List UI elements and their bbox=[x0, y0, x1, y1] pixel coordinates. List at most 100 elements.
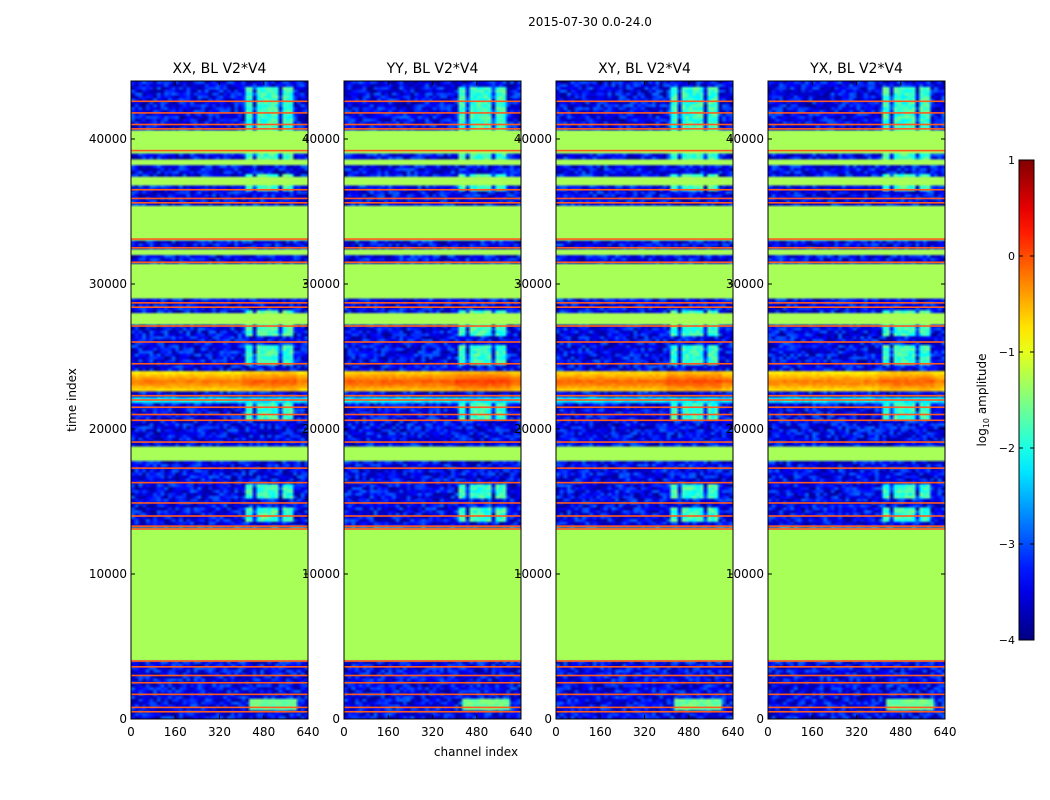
flag-line bbox=[344, 238, 521, 240]
flag-line bbox=[556, 693, 733, 696]
flag-line bbox=[768, 419, 945, 422]
flag-line bbox=[556, 149, 733, 152]
colorbar-tick-label: −1 bbox=[999, 346, 1015, 359]
flag-line bbox=[131, 302, 308, 304]
flag-line bbox=[344, 525, 521, 527]
colorbar-gradient bbox=[1018, 159, 1035, 641]
panel-1: XX, BL V2*V4 0 160 320 480 640 0 10000 20000 3000… bbox=[89, 61, 320, 739]
flag-line bbox=[768, 706, 945, 709]
y-tick-label: 0 bbox=[119, 712, 127, 726]
flag-line bbox=[556, 238, 733, 240]
y-tick-label: 10000 bbox=[514, 567, 552, 581]
flag-line bbox=[556, 128, 733, 130]
flag-line bbox=[344, 406, 521, 409]
flag-line bbox=[556, 525, 733, 527]
colorbar-tick-label: −3 bbox=[999, 538, 1015, 551]
flag-line bbox=[556, 261, 733, 264]
flag-line bbox=[344, 413, 521, 416]
panel-4: YX, BL V2*V4 0 160 320 480 640 0 10000 20000 3000… bbox=[726, 61, 957, 739]
panel-2: YY, BL V2*V4 0 160 320 480 640 0 10000 20000 3000… bbox=[302, 61, 533, 739]
flag-line bbox=[768, 149, 945, 152]
flag-line bbox=[344, 302, 521, 304]
flag-line bbox=[131, 202, 308, 204]
flag-line bbox=[768, 681, 945, 684]
flag-line bbox=[768, 246, 945, 249]
y-tick-label: 0 bbox=[756, 712, 764, 726]
flag-line bbox=[344, 100, 521, 103]
flag-line bbox=[344, 341, 521, 343]
panels-group: XX, BL V2*V4 0 160 320 480 640 0 10000 20000 3000… bbox=[89, 61, 957, 739]
flag-line bbox=[556, 362, 733, 365]
flag-line bbox=[556, 202, 733, 204]
flag-line bbox=[131, 706, 308, 709]
flag-line bbox=[768, 202, 945, 204]
panel-title: YY, BL V2*V4 bbox=[386, 61, 479, 77]
y-tick-label: 20000 bbox=[302, 422, 340, 436]
flag-line bbox=[344, 197, 521, 200]
flag-line bbox=[768, 306, 945, 308]
flag-line bbox=[556, 674, 733, 677]
flag-line bbox=[556, 413, 733, 416]
flag-line bbox=[344, 123, 521, 126]
flag-line bbox=[556, 419, 733, 422]
flag-line bbox=[768, 710, 945, 713]
flag-line bbox=[768, 666, 945, 668]
flag-line bbox=[344, 502, 521, 504]
flag-line bbox=[556, 681, 733, 684]
flag-line bbox=[344, 441, 521, 443]
flag-line bbox=[344, 188, 521, 191]
flag-line bbox=[768, 406, 945, 409]
flag-line bbox=[556, 188, 733, 191]
flag-line bbox=[344, 693, 521, 696]
y-tick-label: 30000 bbox=[89, 277, 127, 291]
x-tick-label: 640 bbox=[722, 725, 745, 739]
flag-line bbox=[344, 399, 521, 401]
flag-line bbox=[556, 100, 733, 103]
flag-line bbox=[131, 681, 308, 684]
flag-line bbox=[131, 238, 308, 240]
flag-line bbox=[131, 481, 308, 484]
flag-line bbox=[768, 413, 945, 416]
flag-line bbox=[556, 325, 733, 327]
flag-line bbox=[556, 306, 733, 308]
flag-line bbox=[768, 100, 945, 103]
flag-line bbox=[344, 515, 521, 517]
y-tick-label: 20000 bbox=[726, 422, 764, 436]
x-tick-label: 480 bbox=[465, 725, 488, 739]
y-tick-label: 20000 bbox=[89, 422, 127, 436]
x-tick-label: 160 bbox=[377, 725, 400, 739]
flag-line bbox=[556, 528, 733, 530]
flag-line bbox=[768, 660, 945, 662]
flag-line bbox=[768, 399, 945, 401]
flag-line bbox=[344, 706, 521, 709]
flag-line bbox=[556, 197, 733, 200]
flag-line bbox=[131, 362, 308, 365]
y-tick-label: 30000 bbox=[302, 277, 340, 291]
flag-line bbox=[131, 325, 308, 327]
flag-line bbox=[131, 660, 308, 662]
flag-line bbox=[131, 502, 308, 504]
flag-line bbox=[344, 149, 521, 152]
flag-line bbox=[768, 341, 945, 343]
flag-line bbox=[768, 197, 945, 200]
flag-line bbox=[131, 100, 308, 103]
x-tick-label: 0 bbox=[552, 725, 560, 739]
flag-line bbox=[131, 413, 308, 416]
flag-line bbox=[768, 481, 945, 484]
x-tick-label: 480 bbox=[889, 725, 912, 739]
flag-line bbox=[131, 406, 308, 409]
flag-line bbox=[131, 341, 308, 343]
x-tick-label: 480 bbox=[677, 725, 700, 739]
flag-line bbox=[768, 362, 945, 365]
x-tick-label: 0 bbox=[127, 725, 135, 739]
flag-line bbox=[131, 128, 308, 130]
panel-title: YX, BL V2*V4 bbox=[809, 61, 903, 77]
flag-line bbox=[556, 710, 733, 713]
flag-line bbox=[556, 394, 733, 397]
flag-line bbox=[131, 197, 308, 200]
flag-line bbox=[344, 394, 521, 397]
x-tick-label: 640 bbox=[934, 725, 957, 739]
flag-line bbox=[768, 188, 945, 191]
colorbar: 1 0 −1 −2 −3 −4 bbox=[999, 154, 1035, 647]
flag-line bbox=[344, 467, 521, 469]
